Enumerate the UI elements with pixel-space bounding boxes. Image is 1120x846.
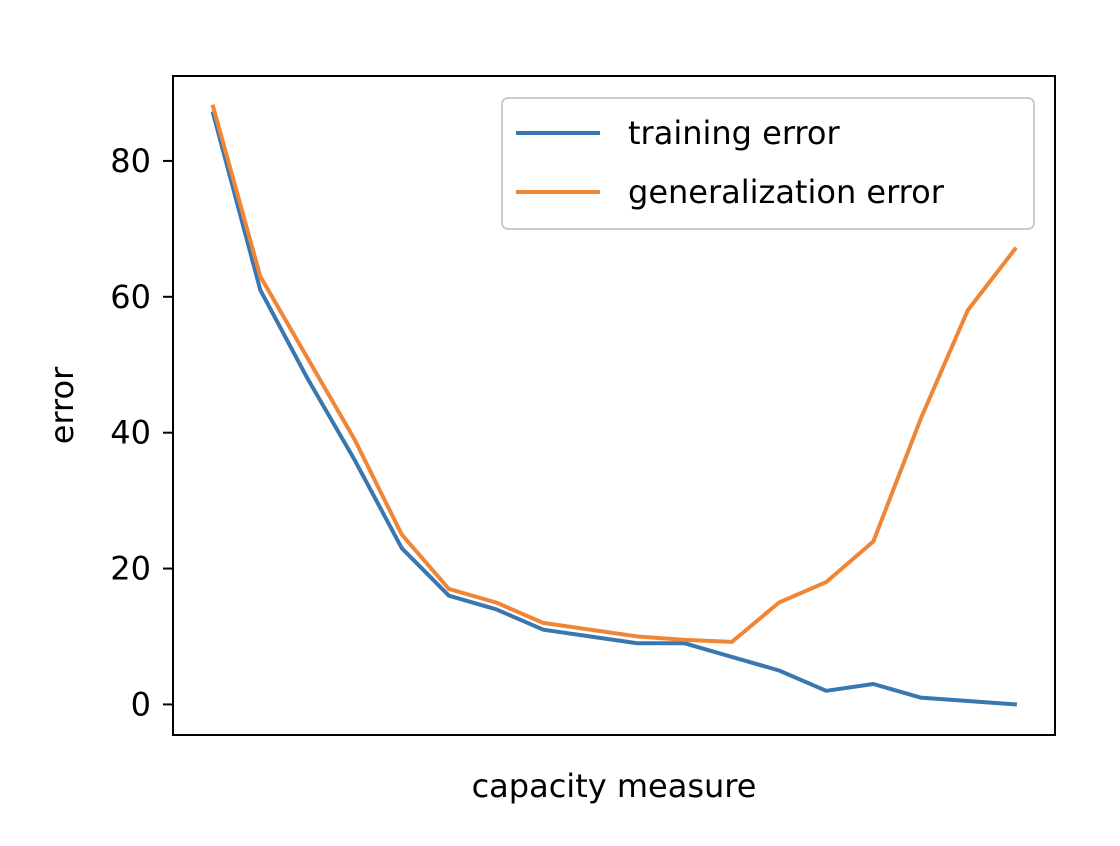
series-line-generalization-error bbox=[210, 104, 1018, 644]
series-line-training-error bbox=[210, 110, 1018, 707]
legend-box bbox=[501, 97, 1035, 230]
y-tick-label: 40 bbox=[110, 414, 151, 452]
y-tick-label: 20 bbox=[110, 550, 151, 588]
plot-frame bbox=[172, 75, 1056, 736]
y-tick-label: 0 bbox=[131, 685, 151, 723]
x-axis-label: capacity measure bbox=[472, 767, 757, 805]
y-tick-label: 60 bbox=[110, 278, 151, 316]
legend-label: training error bbox=[628, 114, 840, 152]
y-axis-label: error bbox=[43, 366, 81, 444]
y-tick-label: 80 bbox=[110, 142, 151, 180]
series-layer bbox=[210, 104, 1018, 707]
legend-label: generalization error bbox=[628, 173, 945, 211]
legend: training error generalization error bbox=[501, 97, 1035, 230]
y-axis: 0 20 40 60 80 bbox=[110, 142, 173, 723]
